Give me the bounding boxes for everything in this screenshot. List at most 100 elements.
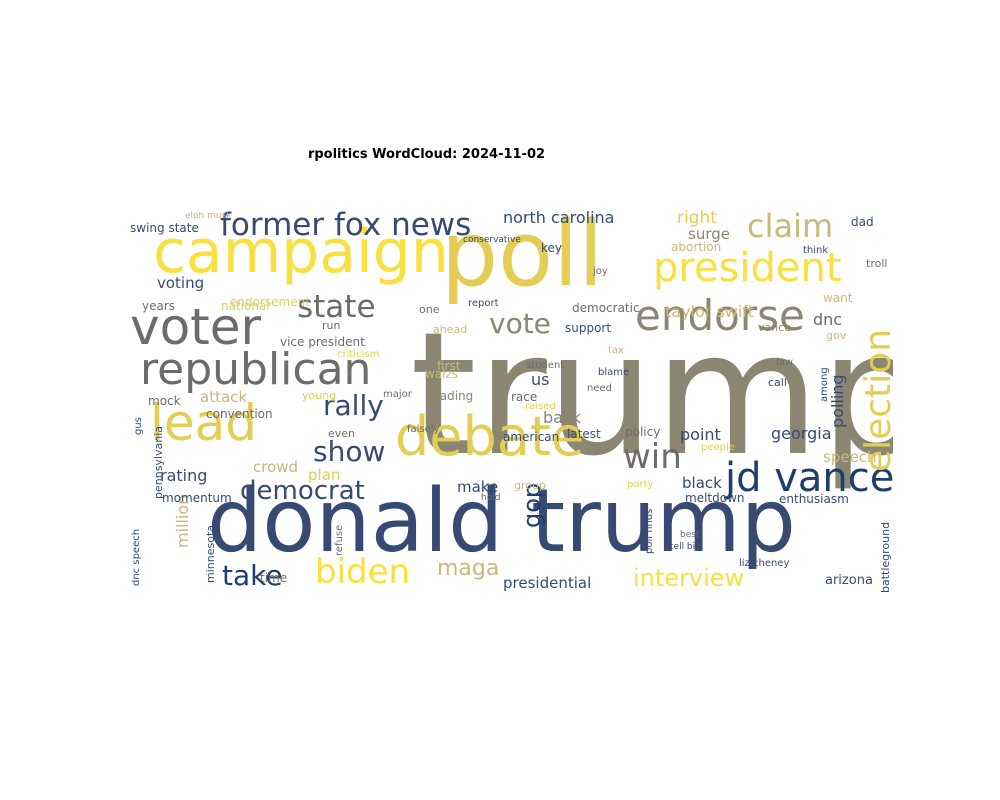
word-major: major: [383, 389, 412, 400]
word-ahead: ahead: [433, 323, 468, 336]
word-former-fox-news: former fox news: [220, 210, 472, 243]
word-run: run: [322, 319, 341, 332]
word-meltdown: meltdown: [685, 491, 745, 505]
word-minnesota: minnesota: [204, 525, 217, 583]
word-tax: tax: [608, 345, 624, 356]
word-voter: voter: [130, 298, 262, 356]
word-joy: joy: [593, 266, 608, 277]
word-report: report: [468, 298, 499, 309]
word-policy: policy: [625, 425, 661, 439]
word-biden: biden: [315, 552, 411, 592]
word-campaign: campaign: [153, 217, 449, 287]
word-momentum: momentum: [162, 491, 232, 505]
word-leading: leading: [429, 389, 474, 403]
word-donald-trump: donald trump: [207, 470, 796, 572]
word-best: best: [680, 530, 700, 540]
word-lead: lead: [150, 394, 258, 452]
word-right: right: [677, 210, 717, 228]
word-dnc-speech: dnc speech: [131, 528, 142, 586]
word-attack: attack: [200, 388, 248, 406]
word-state: state: [297, 289, 376, 325]
word-interview: interview: [633, 564, 745, 592]
word-gus: gus: [133, 417, 144, 435]
word-democrat: democrat: [240, 476, 365, 506]
word-want: want: [823, 291, 853, 305]
word-trump: trump: [410, 296, 893, 494]
word-falsely: falsely: [407, 424, 440, 435]
word-need: need: [587, 383, 612, 394]
word-jd-vance: jd vance: [725, 455, 893, 501]
word-gov: gov: [826, 329, 847, 342]
word-point: point: [680, 425, 721, 444]
word-rally: rally: [323, 389, 384, 422]
word-raised: raised: [525, 401, 556, 412]
word-enthusiasm: enthusiasm: [779, 492, 849, 506]
word-group: group: [514, 479, 546, 492]
word-american: american: [503, 430, 560, 444]
word-polling: polling: [828, 374, 847, 428]
word-black: black: [682, 474, 722, 492]
word-poll: poll: [441, 210, 604, 307]
word-vote: vote: [489, 307, 551, 340]
word-dad: dad: [851, 215, 874, 229]
word-make: make: [457, 478, 499, 496]
word-cloud: trump donald trump poll campaign debate voter…: [125, 210, 893, 594]
word-us: us: [531, 370, 550, 389]
word-refuse: refuse: [334, 524, 345, 556]
word-liz-cheney: liz cheney: [739, 558, 790, 569]
word-walzs: walzs: [425, 367, 459, 381]
word-speech: speech: [823, 448, 877, 466]
word-years: years: [142, 299, 176, 313]
word-voting: voting: [157, 274, 205, 292]
word-north-carolina: north carolina: [503, 210, 615, 227]
word-plan: plan: [308, 466, 341, 484]
word-hold: hold: [481, 493, 501, 503]
word-poll-finds: poll finds: [644, 508, 655, 554]
word-arizona: arizona: [825, 573, 873, 588]
word-law: law: [776, 357, 794, 368]
word-back: back: [543, 408, 582, 427]
word-convention: convention: [206, 407, 273, 421]
chart-title: rpolitics WordCloud: 2024-11-02: [307, 147, 546, 162]
word-call: call: [768, 376, 787, 389]
word-first: first: [437, 359, 461, 373]
word-take: take: [222, 559, 283, 592]
word-race: race: [511, 390, 538, 404]
word-taylor-swift: taylor swift: [665, 302, 754, 321]
word-even: even: [328, 427, 356, 440]
word-presidential: presidential: [503, 574, 592, 592]
word-mock: mock: [148, 394, 181, 408]
word-president: president: [653, 245, 842, 291]
word-vance: vance: [758, 321, 792, 334]
word-criticism: criticism: [337, 349, 380, 360]
word-elon-musk: elon musk: [185, 211, 232, 221]
word-one: one: [419, 303, 440, 316]
word-party: party: [627, 479, 654, 490]
word-win: win: [623, 437, 682, 477]
word-student: student: [526, 360, 565, 371]
word-young: young: [302, 389, 337, 402]
word-people: people: [701, 442, 735, 453]
word-key: key: [541, 241, 563, 255]
word-swing-state: swing state: [130, 221, 199, 235]
word-show: show: [313, 435, 386, 468]
word-republican: republican: [140, 344, 372, 395]
word-maga: maga: [437, 556, 500, 581]
word-surge: surge: [688, 225, 730, 243]
word-think: think: [803, 245, 829, 256]
word-time: time: [260, 571, 288, 585]
word-battleground: battleground: [879, 521, 892, 593]
word-vice-president: vice president: [280, 335, 365, 349]
word-dnc: dnc: [813, 310, 843, 329]
word-among: among: [819, 367, 830, 402]
word-crowd: crowd: [253, 458, 299, 476]
word-rating: rating: [160, 466, 208, 485]
word-national: national: [221, 299, 270, 313]
word-georgia: georgia: [771, 424, 832, 443]
word-democratic: democratic: [572, 301, 640, 315]
word-tell-big: tell big: [670, 542, 701, 552]
word-debate: debate: [395, 405, 585, 468]
word-blame: blame: [598, 367, 630, 378]
word-troll: troll: [866, 257, 888, 270]
word-endorse: endorse: [635, 291, 805, 340]
